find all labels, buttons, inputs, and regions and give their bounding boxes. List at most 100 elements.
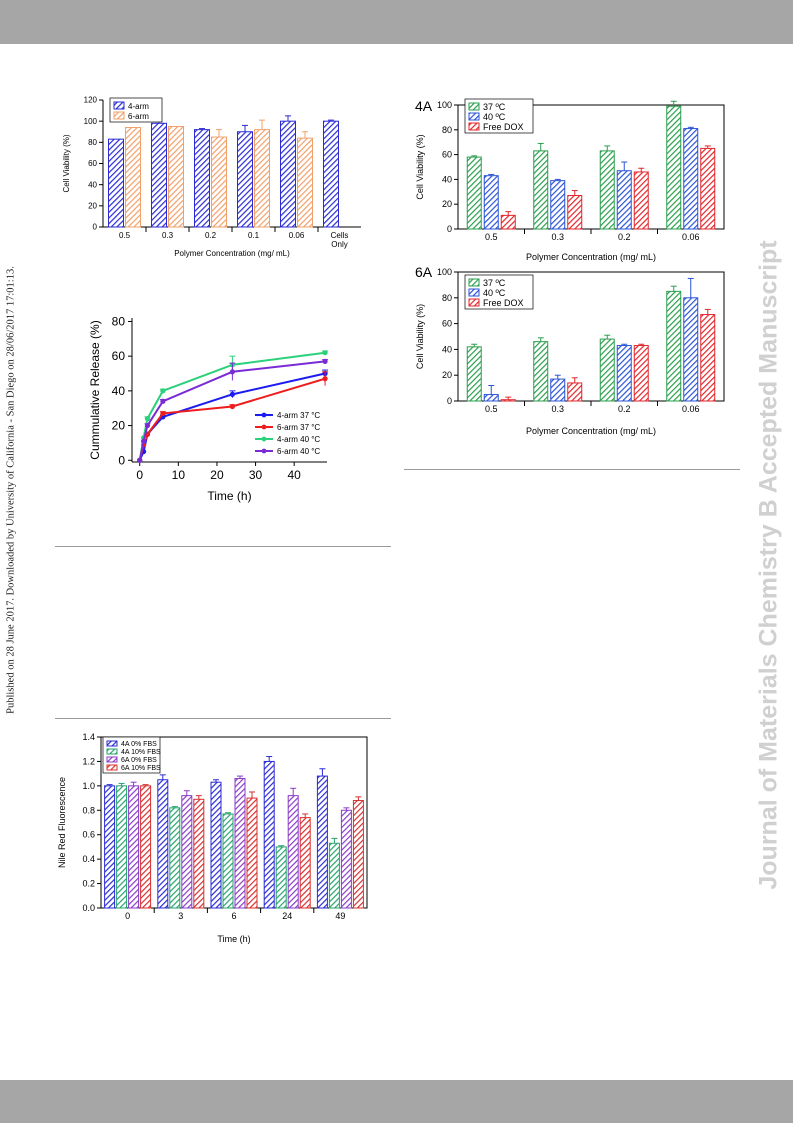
x-tick-label: 6 [231, 911, 236, 921]
chart-fbs: 0.0 0.2 0.4 0.6 0.8 1.0 1.2 1.4 0 3 6 24 49 Time (h) N… [57, 732, 368, 944]
header-band [0, 0, 793, 44]
x-tick-label: 49 [335, 911, 345, 921]
journal-watermark: Journal of Materials Chemistry B Accepte… [745, 150, 793, 980]
bar [352, 800, 364, 909]
y-tick-label: 40 [442, 344, 452, 354]
panel-label: 6A [415, 264, 433, 280]
y-tick-label: 0 [447, 224, 452, 234]
divider-rule [55, 546, 391, 547]
bar [633, 171, 649, 230]
bar [211, 136, 227, 228]
bar [328, 842, 340, 909]
divider-rule [404, 469, 740, 470]
y-tick-label: 1.4 [82, 732, 95, 742]
legend-entry: 37 ºC [483, 102, 506, 112]
x-tick-label: 3 [178, 911, 183, 921]
bar [237, 131, 253, 228]
bar [297, 137, 313, 228]
x-axis-label: Time (h) [217, 934, 250, 944]
legend-entry: 40 ºC [483, 288, 506, 298]
bar [246, 797, 258, 909]
y-axis-label: Nile Red Fluorescence [57, 777, 67, 868]
y-tick-label: 20 [442, 370, 452, 380]
download-notice-text: Published on 28 June 2017. Downloaded by… [5, 266, 17, 714]
y-tick-label: 100 [437, 267, 452, 277]
y-tick-label: 80 [442, 293, 452, 303]
y-tick-label: 40 [442, 174, 452, 184]
x-tick-label: 0.06 [682, 232, 700, 242]
legend-swatch [468, 278, 480, 287]
bar [193, 798, 205, 909]
x-tick-label: 24 [282, 911, 292, 921]
bar [125, 127, 141, 228]
bar [599, 338, 615, 402]
data-point [144, 416, 151, 422]
x-tick-label: 0.06 [682, 404, 700, 414]
bar [254, 129, 270, 228]
y-tick-label: 20 [88, 202, 97, 211]
legend-marker [261, 424, 267, 430]
legend-swatch [106, 764, 118, 771]
bar [633, 345, 649, 402]
x-tick-label: 0.3 [551, 232, 564, 242]
legend-marker [261, 412, 267, 418]
legend-swatch [106, 748, 118, 755]
x-tick-label: 0.5 [119, 231, 131, 240]
panel-label: 4A [415, 98, 433, 114]
bar [683, 297, 699, 402]
y-tick-label: 0.8 [82, 805, 95, 815]
y-tick-label: 80 [112, 314, 126, 328]
x-tick-label: Only [331, 240, 347, 249]
y-tick-label: 60 [112, 349, 126, 363]
bar [666, 105, 682, 230]
bar [263, 760, 275, 909]
legend-entry: 6A 0% FBS [121, 757, 157, 764]
bar [323, 120, 339, 228]
x-tick-label: 0.2 [618, 404, 631, 414]
chart-dox-4a: 0 20 40 60 80 100 0.5 0.3 0.2 0.06 Polymer Concent… [415, 98, 725, 262]
x-axis-label: Time (h) [207, 489, 251, 503]
legend-swatch [106, 756, 118, 763]
x-tick-label: 0.2 [618, 232, 631, 242]
bar [280, 120, 296, 228]
chart-dox-6a: 0 20 40 60 80 100 0.5 0.3 0.2 0.06 Polymer Concent… [415, 264, 725, 436]
bar [108, 138, 124, 228]
divider-rule [55, 718, 391, 719]
x-tick-label: Cells [331, 231, 349, 240]
bar [299, 817, 311, 909]
legend-entry: 4A 10% FBS [121, 749, 161, 756]
y-tick-label: 20 [112, 419, 126, 433]
bar [140, 785, 152, 909]
legend-swatch [468, 102, 480, 111]
data-point [322, 376, 328, 382]
legend-swatch [106, 740, 118, 747]
legend-swatch [468, 112, 480, 121]
data-point [229, 391, 235, 397]
legend-swatch [468, 288, 480, 297]
bar [157, 779, 169, 909]
bar [533, 150, 549, 230]
y-tick-label: 0.6 [82, 830, 95, 840]
x-tick-label: 20 [210, 468, 224, 482]
y-axis-label: Cummulative Release (%) [88, 320, 102, 459]
y-tick-label: 80 [442, 125, 452, 135]
bar [533, 341, 549, 402]
legend-entry: 37 ºC [483, 278, 506, 288]
bar [500, 399, 516, 402]
y-tick-label: 100 [437, 100, 452, 110]
y-tick-label: 1.0 [82, 781, 95, 791]
y-tick-label: 0 [93, 223, 98, 232]
bar [210, 781, 222, 909]
x-tick-label: 40 [287, 468, 301, 482]
legend-swatch [468, 298, 480, 307]
bar [169, 807, 181, 909]
legend-swatch [113, 101, 125, 110]
x-tick-label: 0.5 [485, 232, 498, 242]
bar [151, 122, 167, 228]
legend-entry: 40 ºC [483, 112, 506, 122]
legend-entry: 6-arm [128, 112, 149, 121]
y-axis-label: Cell Viability (%) [415, 134, 425, 199]
x-tick-label: 0.3 [551, 404, 564, 414]
bar [616, 345, 632, 402]
bar [168, 125, 184, 228]
